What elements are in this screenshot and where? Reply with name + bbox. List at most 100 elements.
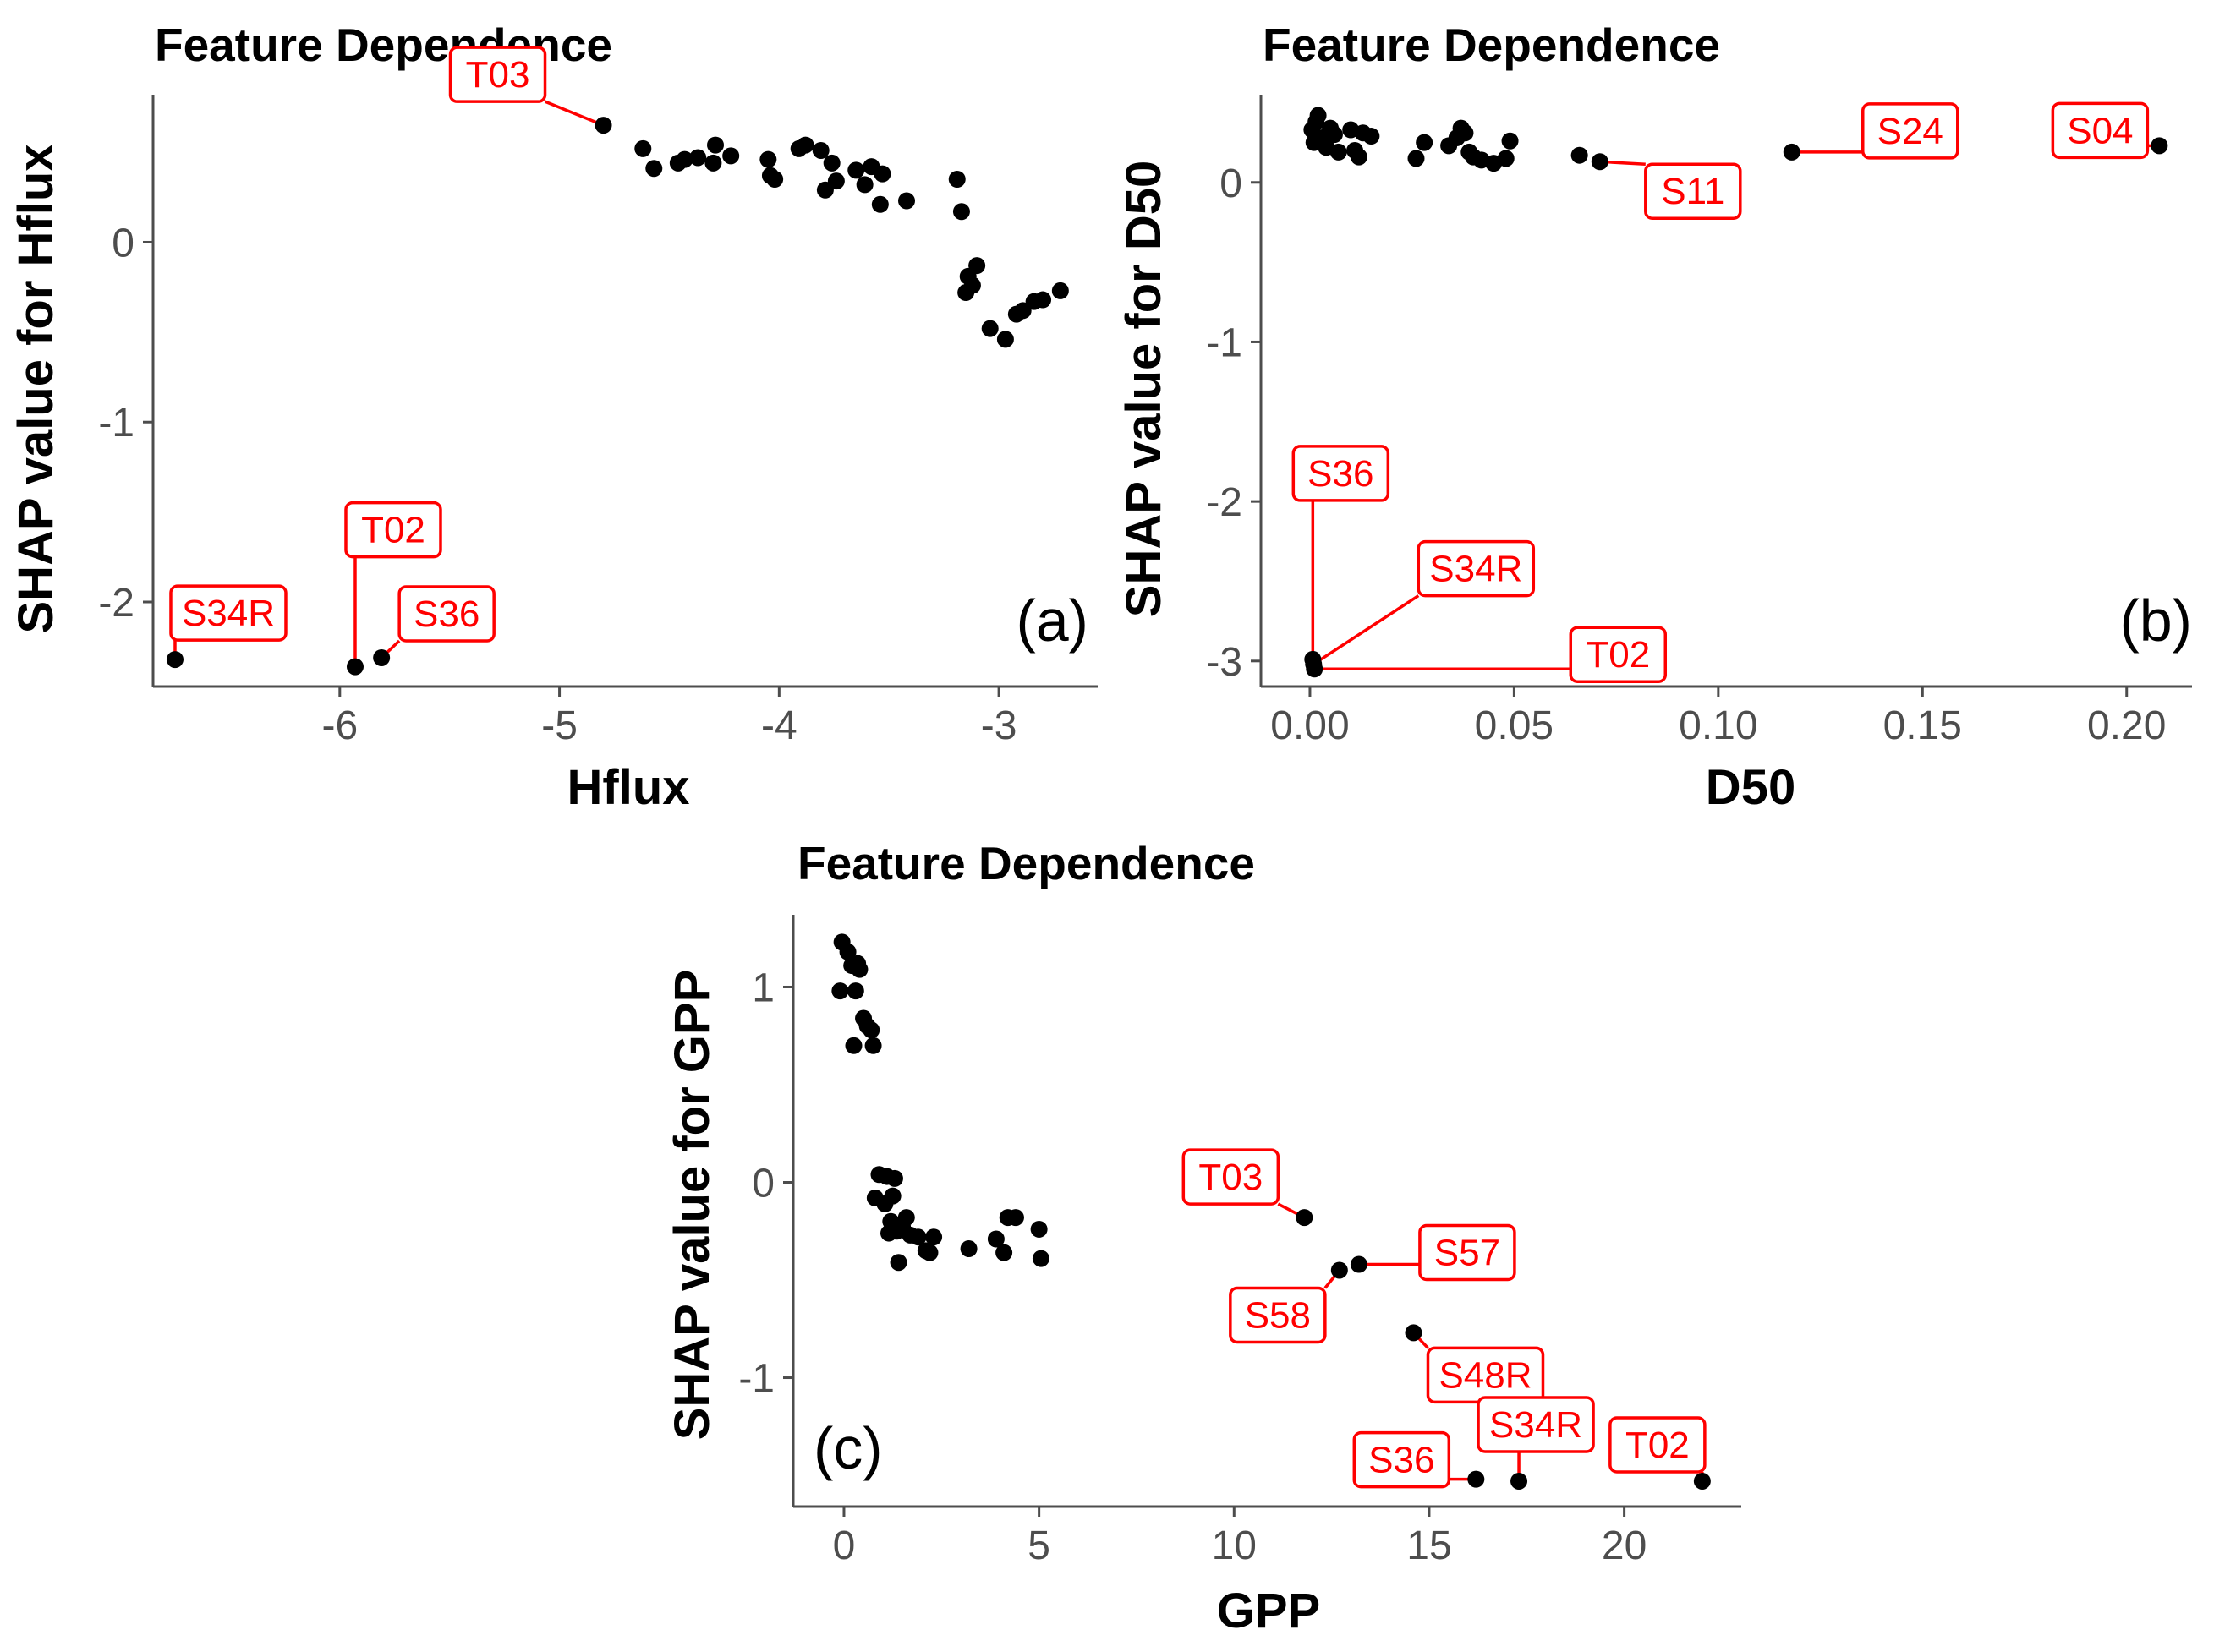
point-label-box (1352, 1430, 1451, 1489)
point-label-text: S34R (1489, 1404, 1582, 1446)
point-label-text: S57 (1434, 1233, 1500, 1274)
data-point (851, 960, 869, 978)
data-point (884, 1187, 902, 1205)
panel-a-hflux: Feature Dependence SHAP value for Hflux … (8, 19, 1098, 815)
panel-a-x-axis-label: Hflux (567, 760, 690, 815)
point-label-text: T02 (1586, 634, 1650, 676)
y-tick-label: 0 (112, 221, 134, 265)
data-point (1329, 143, 1347, 161)
data-point (839, 943, 857, 960)
y-tick-label: 1 (752, 965, 775, 1010)
point-label-box (1418, 1223, 1516, 1282)
data-point (856, 176, 874, 194)
data-point (1309, 107, 1327, 124)
point-label-box (1477, 1396, 1595, 1453)
point-label-text: S36 (1307, 453, 1373, 495)
data-point (963, 276, 981, 294)
data-point (925, 1228, 943, 1246)
data-point (1330, 1261, 1348, 1279)
panel-c-points (831, 933, 1711, 1490)
data-point (676, 150, 693, 168)
point-label-box (1861, 102, 1959, 160)
x-tick-label: 15 (1406, 1523, 1451, 1568)
panel-c-x-axis-label: GPP (1217, 1584, 1321, 1638)
panel-b-d50: Feature Dependence SHAP value for D50 D5… (1116, 19, 2192, 815)
point-label-box (1229, 1286, 1327, 1344)
data-point (1306, 660, 1323, 678)
data-point (987, 1230, 1005, 1248)
data-point (722, 147, 740, 165)
point-label-box (1291, 445, 1390, 502)
data-point (645, 160, 663, 178)
point-label-box (1608, 1416, 1707, 1474)
y-tick-label: -2 (1206, 480, 1242, 525)
data-point (812, 141, 830, 159)
y-tick-label: 0 (752, 1162, 775, 1206)
x-tick-label: 10 (1212, 1523, 1257, 1568)
data-point (2151, 137, 2168, 155)
point-label-box (1417, 539, 1536, 598)
x-tick-label: 0.05 (1475, 703, 1554, 748)
data-point (948, 171, 966, 188)
data-point (373, 648, 391, 666)
point-label-text: T02 (361, 510, 425, 551)
data-point (871, 195, 889, 213)
point-label-text: S34R (1429, 549, 1522, 590)
data-point (897, 1209, 915, 1227)
point-label-text: S24 (1877, 111, 1943, 152)
data-point (952, 203, 970, 221)
point-label-box (169, 584, 288, 642)
point-label-text: T03 (1198, 1157, 1263, 1198)
x-tick-label: -5 (541, 703, 578, 748)
data-point (707, 136, 725, 154)
data-point (1405, 1324, 1422, 1342)
data-point (847, 161, 865, 179)
data-point (885, 1169, 903, 1187)
data-point (1497, 150, 1515, 167)
panel-c-y-axis-label: SHAP value for GPP (665, 970, 720, 1441)
panel-b-x-axis-label: D50 (1706, 760, 1795, 815)
data-point (689, 149, 707, 167)
panel-a-y-axis-label: SHAP value for Hflux (8, 144, 63, 633)
data-point (968, 257, 986, 275)
x-tick-label: 0.10 (1679, 703, 1757, 748)
x-tick-label: -3 (981, 703, 1017, 748)
data-point (823, 154, 841, 172)
point-label-text: S11 (1661, 171, 1724, 212)
point-label-box (2051, 101, 2150, 160)
x-tick-label: 0.15 (1883, 703, 1962, 748)
data-point (1467, 1470, 1485, 1488)
x-tick-label: -6 (321, 703, 358, 748)
point-label-box (397, 585, 496, 643)
y-tick-label: -1 (738, 1357, 775, 1402)
data-point (634, 139, 652, 157)
panel-c-point-labels: T03 S57 S58 S48R S36 S34R T02 (1181, 1148, 1707, 1489)
data-point (890, 1254, 907, 1272)
point-label-text: S36 (1368, 1440, 1434, 1481)
point-label-text: S36 (414, 594, 480, 635)
panel-b-tag: (b) (2119, 588, 2192, 654)
x-tick-label: 0.00 (1270, 703, 1349, 748)
panel-b-point-labels: S36 S34R T02 S11 S24 S04 (1291, 101, 2150, 683)
data-point (845, 1037, 863, 1054)
data-point (1034, 291, 1052, 309)
data-point (1350, 1255, 1367, 1273)
data-point (766, 171, 784, 188)
panel-a-tag: (a) (1016, 588, 1088, 654)
data-point (981, 320, 999, 337)
x-tick-label: -4 (761, 703, 797, 748)
data-point (1456, 124, 1474, 142)
y-tick-label: 0 (1219, 161, 1242, 206)
data-point (1501, 132, 1519, 150)
data-point (909, 1228, 927, 1246)
data-point (1030, 1220, 1048, 1238)
data-point (847, 982, 864, 1000)
x-tick-label: 0.20 (2087, 703, 2166, 748)
point-label-box (448, 46, 547, 103)
y-tick-label: -2 (98, 581, 134, 626)
data-point (1510, 1472, 1528, 1490)
data-point (1591, 153, 1608, 171)
panel-b-axes: 0.00 0.05 0.10 0.15 0.20 0 -1 -2 -3 (1206, 95, 2192, 748)
data-point (1362, 128, 1380, 145)
